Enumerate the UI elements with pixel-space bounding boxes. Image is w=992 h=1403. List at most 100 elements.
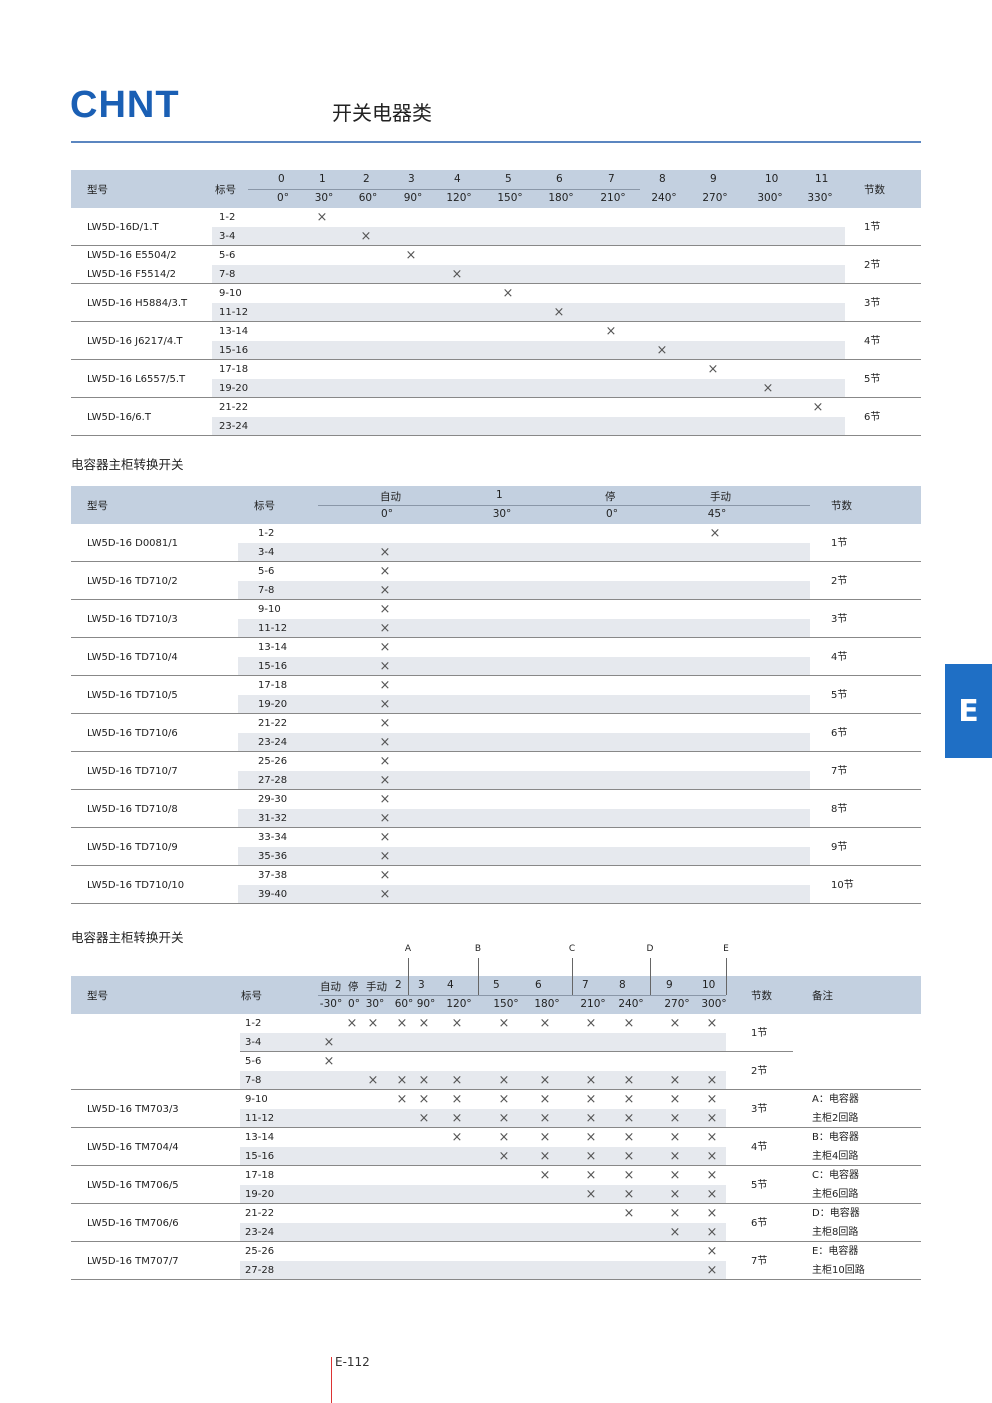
circuit-marker-line	[478, 958, 479, 995]
row-stripe	[238, 581, 810, 600]
note-text: 主柜10回路	[812, 1265, 865, 1276]
column-header-sections: 节数	[751, 990, 772, 1002]
group-divider	[71, 561, 921, 562]
contact-closed-mark: ×	[585, 1168, 597, 1183]
position-angle: 240°	[651, 192, 677, 204]
page-number: E-112	[335, 1355, 370, 1369]
position-angle: 60°	[358, 192, 378, 204]
position-number: 2	[395, 979, 402, 991]
column-header-terminal: 标号	[254, 500, 275, 512]
contact-closed-mark: ×	[379, 868, 391, 883]
contact-closed-mark: ×	[451, 267, 463, 282]
terminal-label: 17-18	[219, 364, 249, 375]
section-count: 2节	[831, 575, 848, 587]
group-divider	[71, 435, 921, 436]
contact-closed-mark: ×	[323, 1035, 335, 1050]
terminal-label: 9-10	[258, 604, 281, 615]
group-divider	[71, 713, 921, 714]
section-title-2: 电容器主柜转换开关	[71, 457, 184, 472]
contact-closed-mark: ×	[669, 1206, 681, 1221]
column-header-model: 型号	[87, 184, 108, 196]
row-stripe	[238, 733, 810, 752]
model-name: LW5D-16 D0081/1	[87, 537, 178, 549]
contact-closed-mark: ×	[623, 1016, 635, 1031]
position-angle: 150°	[497, 192, 523, 204]
section-count: 5节	[864, 373, 881, 385]
contact-closed-mark: ×	[706, 1111, 718, 1126]
group-divider	[71, 1203, 921, 1204]
row-stripe	[238, 619, 810, 638]
position-number: 11	[815, 173, 829, 185]
circuit-marker-d: D	[646, 944, 654, 954]
contact-closed-mark: ×	[418, 1016, 430, 1031]
row-stripe	[238, 543, 810, 562]
position-angle: 180°	[534, 998, 560, 1010]
contact-closed-mark: ×	[379, 640, 391, 655]
section-count: 4节	[751, 1141, 768, 1153]
terminal-label: 25-26	[258, 756, 288, 767]
terminal-label: 37-38	[258, 870, 288, 881]
terminal-label: 13-14	[258, 642, 288, 653]
group-divider	[71, 599, 921, 600]
group-divider	[71, 865, 921, 866]
group-divider	[71, 827, 921, 828]
contact-closed-mark: ×	[669, 1111, 681, 1126]
position-angle: 180°	[548, 192, 574, 204]
contact-closed-mark: ×	[379, 887, 391, 902]
terminal-label: 19-20	[245, 1189, 275, 1200]
contact-closed-mark: ×	[379, 697, 391, 712]
section-count: 4节	[864, 335, 881, 347]
contact-closed-mark: ×	[405, 248, 417, 263]
contact-closed-mark: ×	[762, 381, 774, 396]
contact-closed-mark: ×	[539, 1149, 551, 1164]
contact-closed-mark: ×	[539, 1130, 551, 1145]
group-divider	[240, 1051, 793, 1052]
contact-closed-mark: ×	[706, 1149, 718, 1164]
contact-closed-mark: ×	[379, 849, 391, 864]
position-number: 5	[505, 173, 512, 185]
terminal-label: 29-30	[258, 794, 288, 805]
contact-closed-mark: ×	[379, 811, 391, 826]
position-angle: -30°	[319, 998, 343, 1010]
position-number: 自动	[380, 491, 401, 503]
group-divider	[71, 903, 921, 904]
terminal-label: 1-2	[258, 528, 275, 539]
contact-closed-mark: ×	[585, 1073, 597, 1088]
contact-closed-mark: ×	[379, 830, 391, 845]
section-count: 3节	[864, 297, 881, 309]
position-number: 1	[319, 173, 326, 185]
terminal-label: 39-40	[258, 889, 288, 900]
section-count: 2节	[864, 259, 881, 271]
contact-closed-mark: ×	[706, 1187, 718, 1202]
group-divider	[71, 283, 921, 284]
group-divider	[71, 1241, 921, 1242]
contact-closed-mark: ×	[346, 1016, 358, 1031]
model-name: LW5D-16 TD710/4	[87, 651, 178, 663]
section-count: 1节	[864, 221, 881, 233]
terminal-label: 7-8	[245, 1075, 262, 1086]
group-divider	[71, 1089, 921, 1090]
section-count: 9节	[831, 841, 848, 853]
terminal-label: 35-36	[258, 851, 288, 862]
contact-closed-mark: ×	[706, 1073, 718, 1088]
position-number: 10	[702, 979, 716, 991]
model-name: LW5D-16D/1.T	[87, 221, 159, 233]
model-name: LW5D-16 TD710/9	[87, 841, 178, 853]
terminal-label: 3-4	[258, 547, 275, 558]
contact-closed-mark: ×	[553, 305, 565, 320]
position-number: 7	[582, 979, 589, 991]
position-number: 6	[535, 979, 542, 991]
note-text: 主柜6回路	[812, 1189, 859, 1200]
contact-closed-mark: ×	[498, 1149, 510, 1164]
position-angle: 120°	[446, 192, 472, 204]
position-number: 手动	[366, 981, 387, 993]
contact-closed-mark: ×	[706, 1244, 718, 1259]
terminal-label: 23-24	[219, 421, 249, 432]
section-tab-e[interactable]: E	[945, 664, 992, 758]
contact-closed-mark: ×	[502, 286, 514, 301]
terminal-label: 5-6	[258, 566, 275, 577]
terminal-label: 19-20	[258, 699, 288, 710]
contact-closed-mark: ×	[623, 1168, 635, 1183]
section-count: 5节	[751, 1179, 768, 1191]
contact-closed-mark: ×	[323, 1054, 335, 1069]
